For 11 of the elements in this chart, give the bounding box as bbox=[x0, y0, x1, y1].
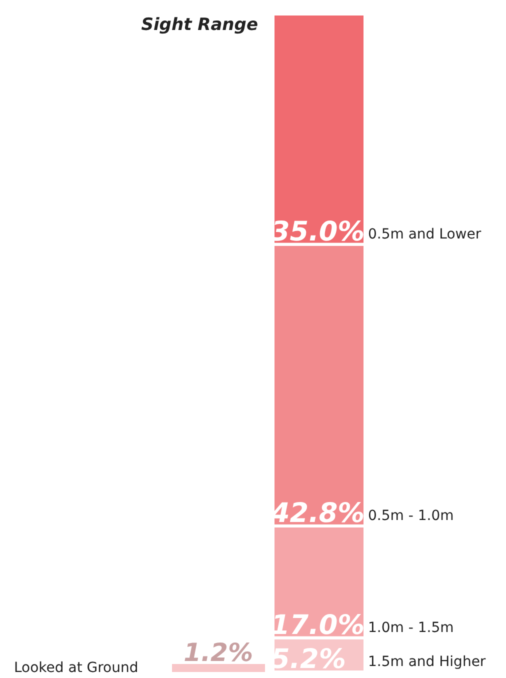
series-label: 1.0m - 1.5m bbox=[368, 620, 454, 636]
series-label: 0.5m - 1.0m bbox=[368, 508, 454, 524]
series-label: 0.5m and Lower bbox=[368, 226, 482, 242]
y-tick-label: Looked at Ground bbox=[14, 660, 138, 676]
series-label: 1.5m and Higher bbox=[368, 654, 486, 670]
data-label: 1.2% bbox=[184, 638, 253, 667]
data-label: 42.8% bbox=[270, 498, 365, 529]
chart-title: Sight Range bbox=[141, 15, 258, 35]
data-label: 35.0% bbox=[271, 216, 365, 248]
data-label: 5.2% bbox=[271, 644, 346, 675]
data-label: 17.0% bbox=[271, 610, 365, 641]
